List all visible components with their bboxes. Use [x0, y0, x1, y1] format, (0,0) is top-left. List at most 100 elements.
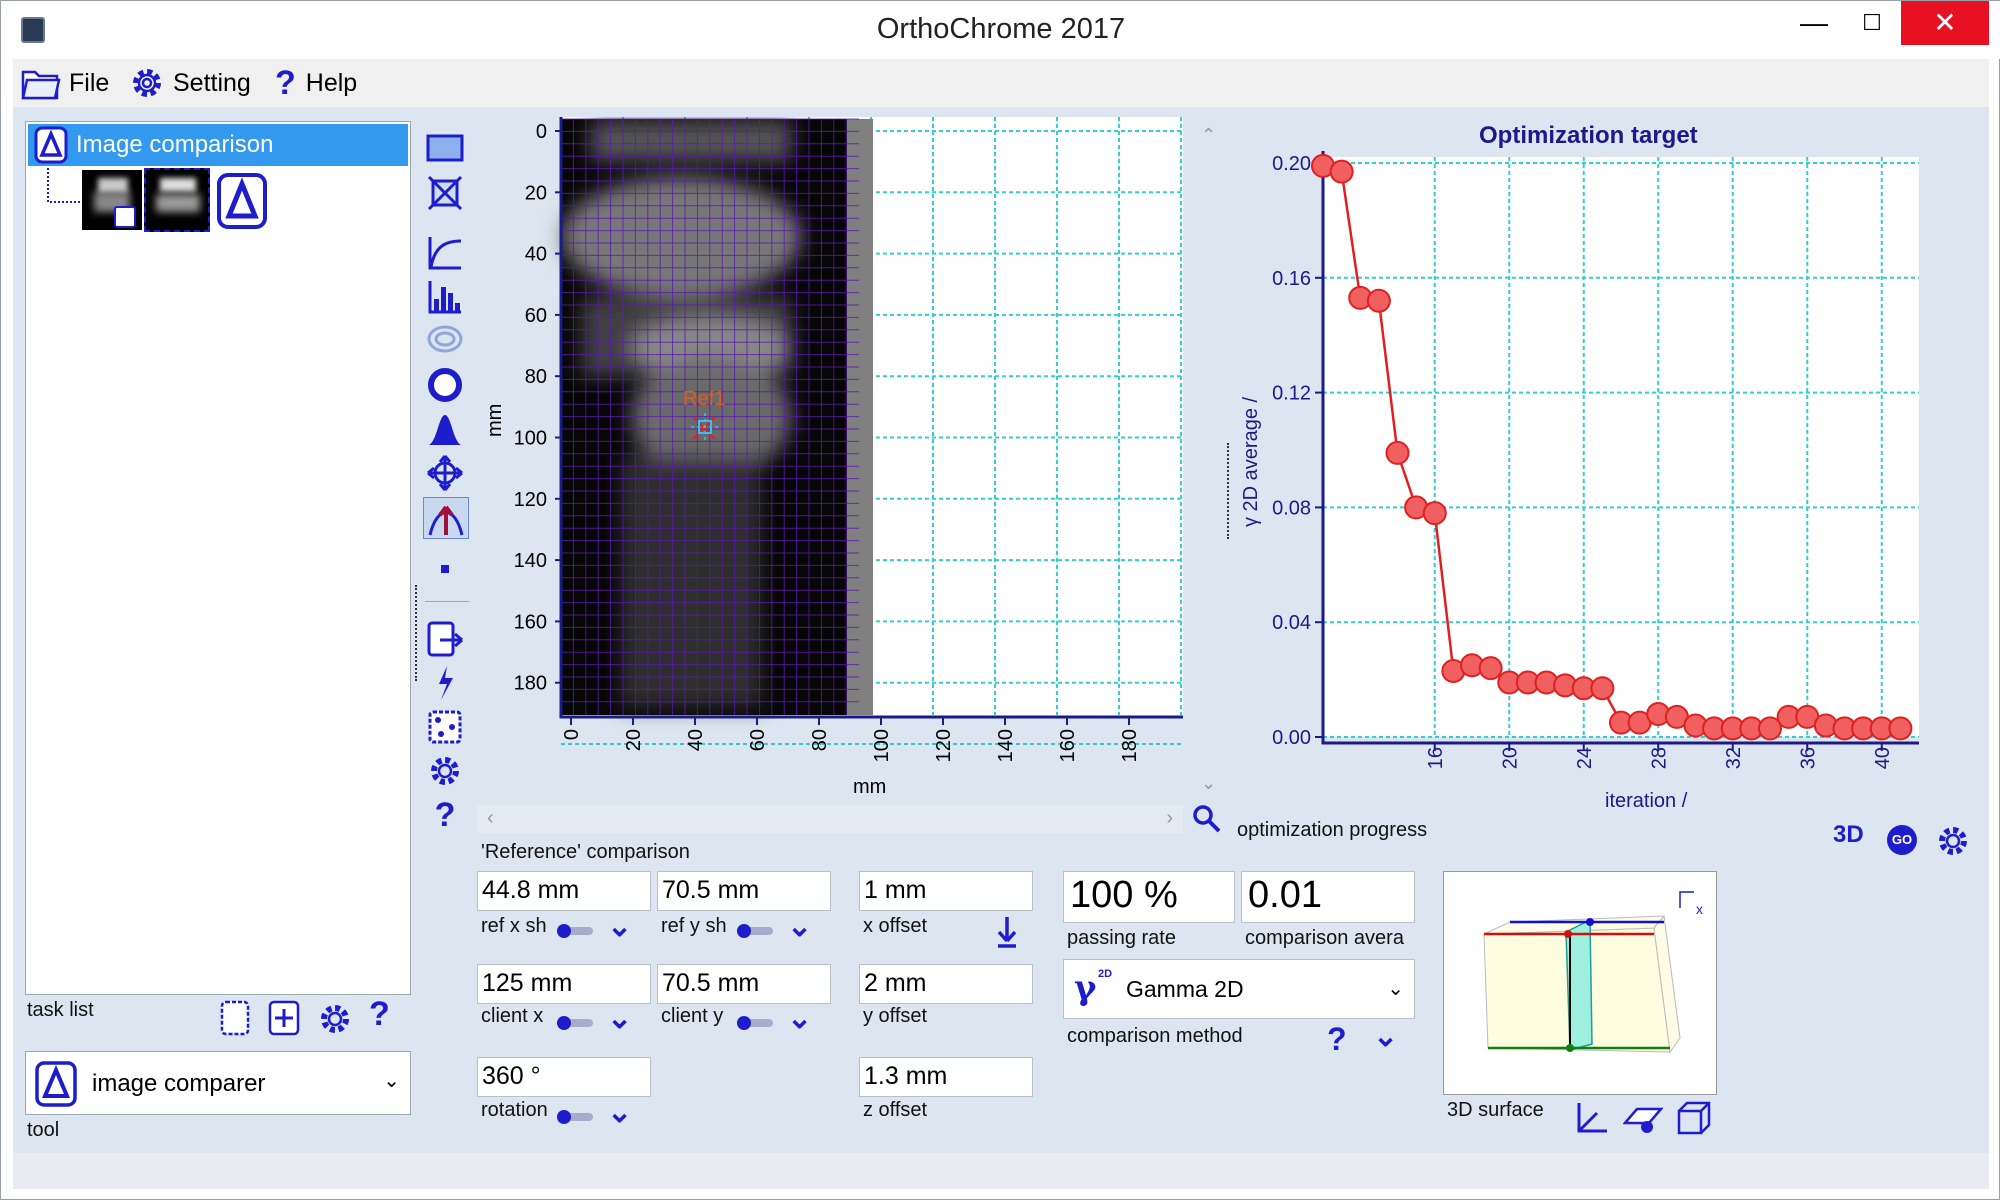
data-point[interactable] — [1758, 716, 1782, 741]
tool-select[interactable]: image comparer ⌄ — [25, 1051, 411, 1115]
data-point[interactable] — [1329, 159, 1354, 184]
crosshair-icon[interactable] — [425, 173, 465, 213]
y-offset-input[interactable]: 2 mm — [859, 964, 1033, 1004]
chevron-down-icon[interactable]: ⌄ — [787, 1002, 813, 1035]
help-icon[interactable]: ? — [1327, 1021, 1347, 1057]
data-point[interactable] — [1366, 288, 1391, 313]
thumbnail-reference[interactable] — [82, 170, 142, 230]
chevron-down-icon[interactable]: ⌄ — [787, 910, 813, 943]
rotation-slider[interactable] — [557, 1110, 593, 1124]
gear-icon[interactable] — [317, 1001, 353, 1037]
image-plot[interactable]: 0 20 40 60 80 100 120 140 160 180 0 20 40 60 80 100 120 1… — [471, 117, 1223, 801]
ref-x-slider[interactable] — [557, 924, 593, 938]
y-tick-label: 60 — [525, 305, 547, 327]
y-tick-label: 100 — [514, 428, 547, 450]
chevron-down-icon[interactable]: ⌄ — [607, 1096, 633, 1129]
ref1-marker[interactable]: Ref1 — [683, 388, 725, 443]
gear-icon[interactable] — [1935, 823, 1971, 859]
delta-icon[interactable] — [216, 172, 268, 230]
zoom-icon[interactable] — [1191, 803, 1223, 835]
scroll-left-icon[interactable]: ‹ — [487, 807, 494, 829]
chevron-down-icon[interactable]: ⌄ — [1373, 1020, 1399, 1053]
axes-icon[interactable] — [1575, 1101, 1609, 1135]
contour-icon[interactable] — [425, 319, 465, 359]
data-point[interactable] — [1590, 676, 1615, 701]
box-icon[interactable] — [1675, 1101, 1711, 1135]
ref-x-shift-input[interactable]: 44.8 mm — [477, 871, 651, 911]
flash-icon[interactable] — [425, 663, 465, 703]
maximize-button[interactable]: ☐ — [1862, 10, 1882, 35]
delta-icon — [34, 126, 68, 164]
dice-icon[interactable] — [425, 707, 465, 747]
comparison-average-value: 0.01 — [1241, 871, 1415, 923]
new-task-icon[interactable] — [219, 999, 251, 1037]
help-icon[interactable]: ? — [369, 995, 390, 1033]
rotation-input[interactable]: 360 ° — [477, 1057, 651, 1097]
tool-label: tool — [27, 1119, 60, 1141]
histogram-icon[interactable] — [425, 277, 465, 317]
scroll-down-icon[interactable]: ⌄ — [1201, 773, 1216, 793]
tree-item-label: Image comparison — [76, 131, 274, 158]
tool-select-value: image comparer — [92, 1070, 266, 1097]
task-tree[interactable]: Image comparison — [25, 121, 411, 995]
export-icon[interactable] — [425, 619, 465, 659]
ref1-label: Ref1 — [683, 388, 725, 410]
y-tick-label: 160 — [514, 611, 547, 633]
menu-setting[interactable]: Setting — [129, 65, 251, 101]
splitter-handle[interactable] — [415, 585, 419, 681]
delta-icon — [35, 1061, 77, 1107]
rectangle-icon[interactable] — [425, 129, 465, 169]
plane-icon[interactable] — [1623, 1101, 1663, 1135]
client-x-input[interactable]: 125 mm — [477, 964, 651, 1004]
data-point[interactable] — [1385, 440, 1410, 465]
chevron-down-icon[interactable]: ⌄ — [607, 1002, 633, 1035]
scroll-up-icon[interactable]: ⌃ — [1201, 125, 1216, 145]
menu-file[interactable]: File — [21, 65, 109, 101]
tree-item-image-comparison[interactable]: Image comparison — [28, 124, 408, 166]
help-icon[interactable]: ? — [434, 795, 456, 834]
point-icon[interactable] — [425, 549, 465, 589]
move-icon[interactable] — [425, 453, 465, 493]
curve-icon[interactable] — [425, 233, 465, 273]
close-button[interactable]: ✕ — [1901, 1, 1989, 45]
horizontal-scrollbar[interactable]: ‹ › — [477, 805, 1183, 833]
3d-box-svg: x — [1483, 891, 1703, 1054]
data-point[interactable] — [1478, 656, 1503, 681]
chart-x-label: iteration / — [1605, 790, 1688, 807]
x-tick-label: 40 — [685, 729, 707, 751]
3d-view-icon[interactable]: 3D — [1833, 821, 1873, 857]
peak-icon[interactable] — [425, 409, 465, 449]
comparison-method-select[interactable]: γ 2D Gamma 2D ⌄ — [1063, 959, 1415, 1019]
client-x-slider[interactable] — [557, 1016, 593, 1030]
vertical-scrollbar[interactable] — [1199, 127, 1219, 717]
y-tick-label: 80 — [525, 366, 547, 388]
ring-icon[interactable] — [425, 365, 465, 405]
menu-help[interactable]: ? Help — [275, 64, 357, 102]
chevron-down-icon[interactable]: ⌄ — [607, 910, 633, 943]
rotation-label: rotation — [481, 1099, 548, 1121]
client-y-input[interactable]: 70.5 mm — [657, 964, 831, 1004]
minimize-button[interactable]: — — [1800, 7, 1828, 38]
x-offset-input[interactable]: 1 mm — [859, 871, 1033, 911]
z-offset-input[interactable]: 1.3 mm — [859, 1057, 1033, 1097]
arrow-down-icon[interactable] — [995, 915, 1019, 949]
3d-surface-preview[interactable]: x — [1443, 871, 1717, 1095]
scroll-right-icon[interactable]: › — [1166, 807, 1173, 829]
gear-icon — [133, 69, 161, 97]
window-title: OrthoChrome 2017 — [876, 13, 1126, 45]
ref-y-slider[interactable] — [737, 924, 773, 938]
splitter-handle[interactable] — [1227, 443, 1231, 539]
app-icon — [21, 17, 45, 43]
y-tick-label: 180 — [514, 673, 547, 695]
go-icon[interactable]: GO — [1887, 825, 1917, 855]
gear-icon[interactable] — [425, 751, 465, 791]
data-point[interactable] — [1888, 716, 1913, 741]
data-point[interactable] — [1422, 501, 1447, 526]
ref-y-shift-input[interactable]: 70.5 mm — [657, 871, 831, 911]
client-y-slider[interactable] — [737, 1016, 773, 1030]
gradient-tool-icon[interactable] — [423, 497, 469, 539]
thumbnail-client[interactable] — [144, 168, 210, 232]
chart-y-tick: 0.04 — [1272, 612, 1311, 634]
optimization-chart[interactable]: 16 20 24 28 32 36 40 0.00 0.04 0.08 0.12 0.16 0.20 O… — [1223, 117, 1989, 812]
add-task-icon[interactable] — [267, 999, 301, 1037]
